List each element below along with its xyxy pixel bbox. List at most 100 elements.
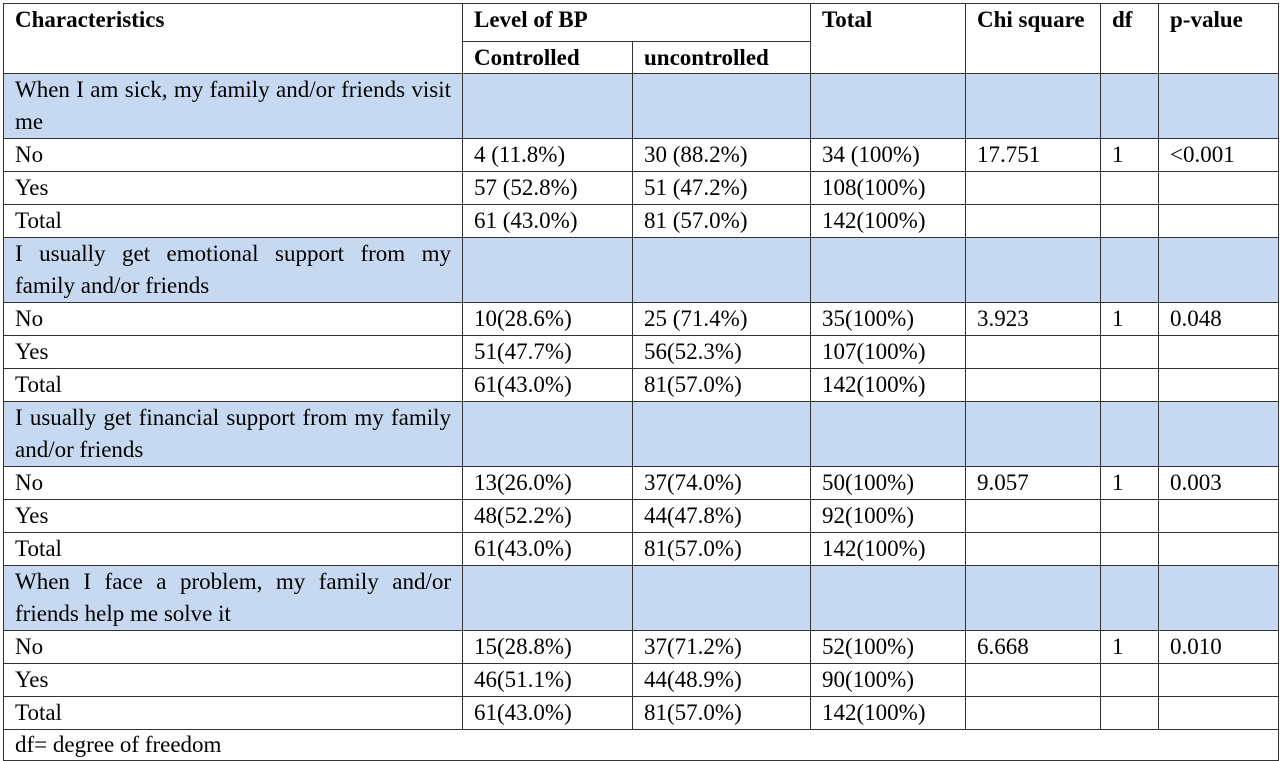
uncontrolled-cell: 25 (71.4%) [631, 302, 812, 336]
table-row: Total 61(43.0%) 81(57.0%) 142(100%) [3, 696, 1280, 730]
p-value-cell [1158, 204, 1280, 238]
table-row: No 4 (11.8%) 30 (88.2%) 34 (100%) 17.751 1 <0.… [3, 138, 1280, 172]
header-controlled: Controlled [462, 41, 633, 74]
section-empty-cell [462, 237, 633, 303]
chi-square-cell [965, 368, 1102, 402]
df-cell [1100, 532, 1160, 566]
section-empty-cell [462, 73, 633, 139]
chi-square-cell [965, 335, 1102, 369]
section-empty-cell [965, 565, 1102, 631]
uncontrolled-cell: 37(71.2%) [631, 630, 812, 664]
df-cell: 1 [1100, 466, 1160, 500]
controlled-cell: 51(47.7%) [462, 335, 633, 369]
header-uncontrolled: uncontrolled [631, 41, 812, 74]
section-empty-cell [1158, 237, 1280, 303]
total-cell: 92(100%) [810, 499, 967, 533]
section-empty-cell [1100, 237, 1160, 303]
p-value-cell [1158, 532, 1280, 566]
section-empty-cell [1158, 73, 1280, 139]
p-value-cell [1158, 663, 1280, 697]
p-value-cell [1158, 499, 1280, 533]
controlled-cell: 48(52.2%) [462, 499, 633, 533]
header-p-value: p-value [1158, 3, 1280, 74]
df-cell [1100, 368, 1160, 402]
header-characteristics: Characteristics [3, 3, 463, 74]
uncontrolled-cell: 51 (47.2%) [631, 171, 812, 205]
p-value-cell: <0.001 [1158, 138, 1280, 172]
p-value-cell [1158, 171, 1280, 205]
table-row: Total 61(43.0%) 81(57.0%) 142(100%) [3, 368, 1280, 402]
bp-social-support-table: Characteristics Level of BP Total Chi sq… [2, 3, 1280, 761]
uncontrolled-cell: 44(47.8%) [631, 499, 812, 533]
section-empty-cell [631, 73, 812, 139]
df-cell [1100, 499, 1160, 533]
controlled-cell: 46(51.1%) [462, 663, 633, 697]
df-cell: 1 [1100, 302, 1160, 336]
table-body: When I am sick, my family and/or friends… [3, 73, 1280, 730]
chi-square-cell [965, 171, 1102, 205]
row-label: Yes [3, 335, 463, 369]
table-row: No 15(28.8%) 37(71.2%) 52(100%) 6.668 1 0.010 [3, 630, 1280, 664]
uncontrolled-cell: 30 (88.2%) [631, 138, 812, 172]
section-question: I usually get financial support from my … [3, 401, 463, 467]
table-row: Yes 46(51.1%) 44(48.9%) 90(100%) [3, 663, 1280, 697]
uncontrolled-cell: 81 (57.0%) [631, 204, 812, 238]
chi-square-cell: 6.668 [965, 630, 1102, 664]
chi-square-cell [965, 532, 1102, 566]
controlled-cell: 4 (11.8%) [462, 138, 633, 172]
df-cell [1100, 663, 1160, 697]
controlled-cell: 10(28.6%) [462, 302, 633, 336]
chi-square-cell: 3.923 [965, 302, 1102, 336]
section-empty-cell [631, 401, 812, 467]
section-empty-cell [1158, 401, 1280, 467]
section-empty-cell [965, 237, 1102, 303]
section-empty-cell [1100, 73, 1160, 139]
section-empty-cell [965, 401, 1102, 467]
chi-square-cell [965, 663, 1102, 697]
total-cell: 108(100%) [810, 171, 967, 205]
controlled-cell: 61(43.0%) [462, 532, 633, 566]
table-row: Yes 51(47.7%) 56(52.3%) 107(100%) [3, 335, 1280, 369]
total-cell: 107(100%) [810, 335, 967, 369]
section-empty-cell [631, 565, 812, 631]
controlled-cell: 15(28.8%) [462, 630, 633, 664]
section-question: When I am sick, my family and/or friends… [3, 73, 463, 139]
total-cell: 52(100%) [810, 630, 967, 664]
section-empty-cell [462, 401, 633, 467]
table-row: Total 61 (43.0%) 81 (57.0%) 142(100%) [3, 204, 1280, 238]
controlled-cell: 61(43.0%) [462, 368, 633, 402]
p-value-cell: 0.010 [1158, 630, 1280, 664]
row-label: Total [3, 368, 463, 402]
uncontrolled-cell: 81(57.0%) [631, 696, 812, 730]
p-value-cell [1158, 335, 1280, 369]
section-question: I usually get emotional support from my … [3, 237, 463, 303]
row-label: Total [3, 532, 463, 566]
controlled-cell: 61(43.0%) [462, 696, 633, 730]
table-row: Total 61(43.0%) 81(57.0%) 142(100%) [3, 532, 1280, 566]
p-value-cell: 0.003 [1158, 466, 1280, 500]
chi-square-cell: 9.057 [965, 466, 1102, 500]
total-cell: 142(100%) [810, 696, 967, 730]
row-label: Yes [3, 663, 463, 697]
df-cell: 1 [1100, 630, 1160, 664]
row-label: No [3, 302, 463, 336]
section-header-row: I usually get emotional support from my … [3, 237, 1280, 303]
row-label: No [3, 466, 463, 500]
total-cell: 142(100%) [810, 204, 967, 238]
chi-square-cell [965, 499, 1102, 533]
total-cell: 90(100%) [810, 663, 967, 697]
section-empty-cell [810, 237, 967, 303]
table-row: No 13(26.0%) 37(74.0%) 50(100%) 9.057 1 0.003 [3, 466, 1280, 500]
section-empty-cell [1100, 565, 1160, 631]
uncontrolled-cell: 44(48.9%) [631, 663, 812, 697]
section-question: When I face a problem, my family and/or … [3, 565, 463, 631]
section-empty-cell [810, 73, 967, 139]
total-cell: 142(100%) [810, 368, 967, 402]
row-label: Total [3, 696, 463, 730]
total-cell: 34 (100%) [810, 138, 967, 172]
table-row: Yes 57 (52.8%) 51 (47.2%) 108(100%) [3, 171, 1280, 205]
uncontrolled-cell: 56(52.3%) [631, 335, 812, 369]
table-row: Yes 48(52.2%) 44(47.8%) 92(100%) [3, 499, 1280, 533]
df-cell [1100, 696, 1160, 730]
row-label: Yes [3, 171, 463, 205]
